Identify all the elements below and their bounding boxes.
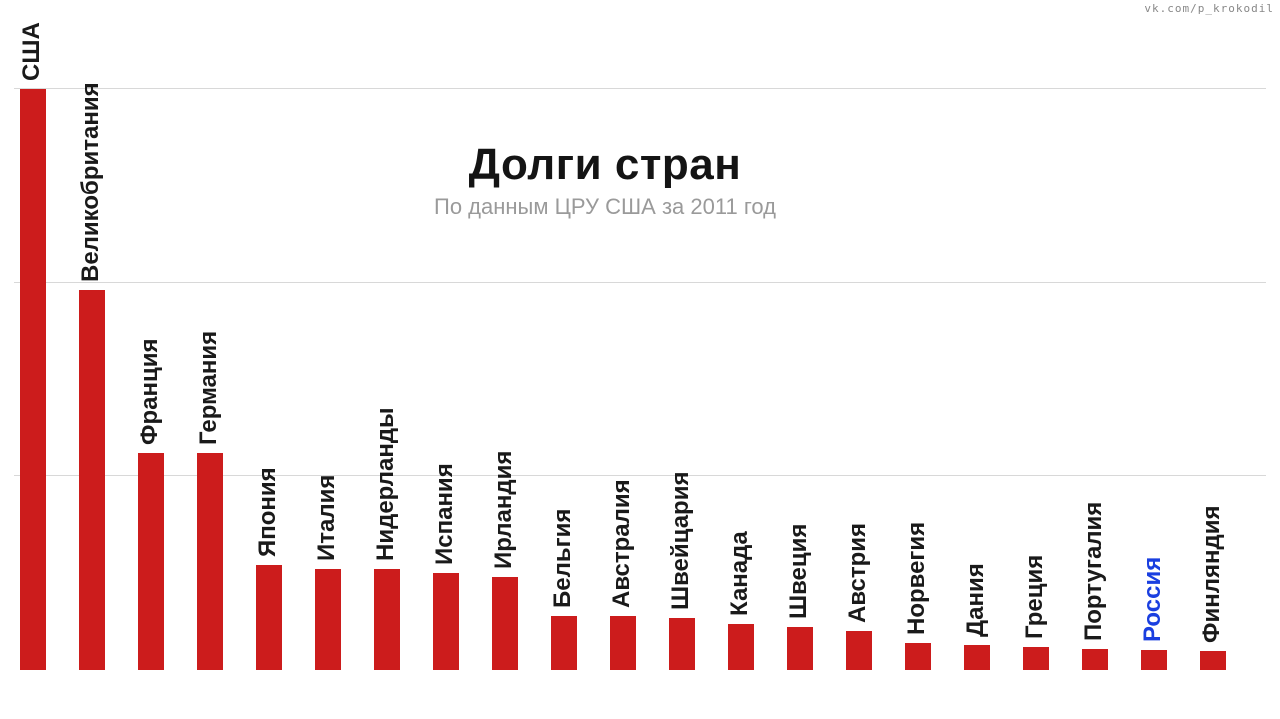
bar-label: США	[18, 22, 46, 89]
bar-label: Франция	[136, 339, 164, 454]
bar-label: Австралия	[608, 479, 636, 616]
bar-item: Греция	[1023, 647, 1049, 670]
bar-label: Португалия	[1080, 501, 1108, 648]
bar-label: Канада	[726, 531, 754, 624]
bar-item: США	[20, 89, 46, 670]
bar-label: Австрия	[844, 523, 872, 631]
bar	[79, 290, 105, 670]
bar-label: Дания	[962, 563, 990, 645]
bar	[669, 618, 695, 670]
bar-label: Швейцария	[667, 471, 695, 617]
bar	[315, 569, 341, 670]
bar-label: Норвегия	[903, 522, 931, 643]
bar	[846, 631, 872, 670]
chart-title: Долги стран	[434, 140, 776, 190]
bar-item: Швейцария	[669, 618, 695, 670]
bar-item: Австрия	[846, 631, 872, 670]
bar-label: Япония	[254, 468, 282, 566]
bar	[787, 627, 813, 670]
bar-item: Нидерланды	[374, 569, 400, 670]
bar	[197, 453, 223, 670]
bar-label: Финляндия	[1198, 505, 1226, 650]
bar-item: Норвегия	[905, 643, 931, 670]
bar-item: Япония	[256, 565, 282, 670]
bar	[551, 616, 577, 670]
bar	[728, 624, 754, 671]
chart-subtitle: По данным ЦРУ США за 2011 год	[434, 194, 776, 220]
bar-item: Италия	[315, 569, 341, 670]
bar-item: Россия	[1141, 650, 1167, 670]
bar-item: Португалия	[1082, 649, 1108, 670]
bar	[610, 616, 636, 670]
bar-label: Бельгия	[549, 508, 577, 615]
bar	[256, 565, 282, 670]
bar-label: Нидерланды	[372, 408, 400, 570]
bar-label: Греция	[1021, 555, 1049, 647]
bar-label: Швеция	[785, 524, 813, 627]
bar-item: Финляндия	[1200, 651, 1226, 670]
bar-label: Германия	[195, 331, 223, 453]
debt-bar-chart: США Великобритания Франция Германия Япония Ит…	[14, 50, 1266, 670]
bar	[1082, 649, 1108, 670]
watermark-text: vk.com/p_krokodil	[1144, 2, 1274, 15]
bar	[1141, 650, 1167, 670]
bar-item: Германия	[197, 453, 223, 670]
bar-item: Бельгия	[551, 616, 577, 670]
bar-item: Швеция	[787, 627, 813, 670]
bar-label: Великобритания	[77, 83, 105, 291]
bar-item: Франция	[138, 453, 164, 670]
bar	[492, 577, 518, 670]
bar	[1023, 647, 1049, 670]
bar-item: Испания	[433, 573, 459, 670]
bar	[905, 643, 931, 670]
bar-label: Италия	[313, 475, 341, 569]
bar	[1200, 651, 1226, 670]
bar	[20, 89, 46, 670]
bar-label: Россия	[1139, 557, 1167, 650]
bar-item: Канада	[728, 624, 754, 671]
bar-label: Испания	[431, 463, 459, 573]
bar	[433, 573, 459, 670]
bar	[138, 453, 164, 670]
bar-item: Ирландия	[492, 577, 518, 670]
bar-label: Ирландия	[490, 451, 518, 577]
bar-item: Великобритания	[79, 290, 105, 670]
bar	[964, 645, 990, 670]
bar	[374, 569, 400, 670]
chart-title-block: Долги стран По данным ЦРУ США за 2011 го…	[434, 140, 776, 220]
bar-item: Австралия	[610, 616, 636, 670]
bar-item: Дания	[964, 645, 990, 670]
